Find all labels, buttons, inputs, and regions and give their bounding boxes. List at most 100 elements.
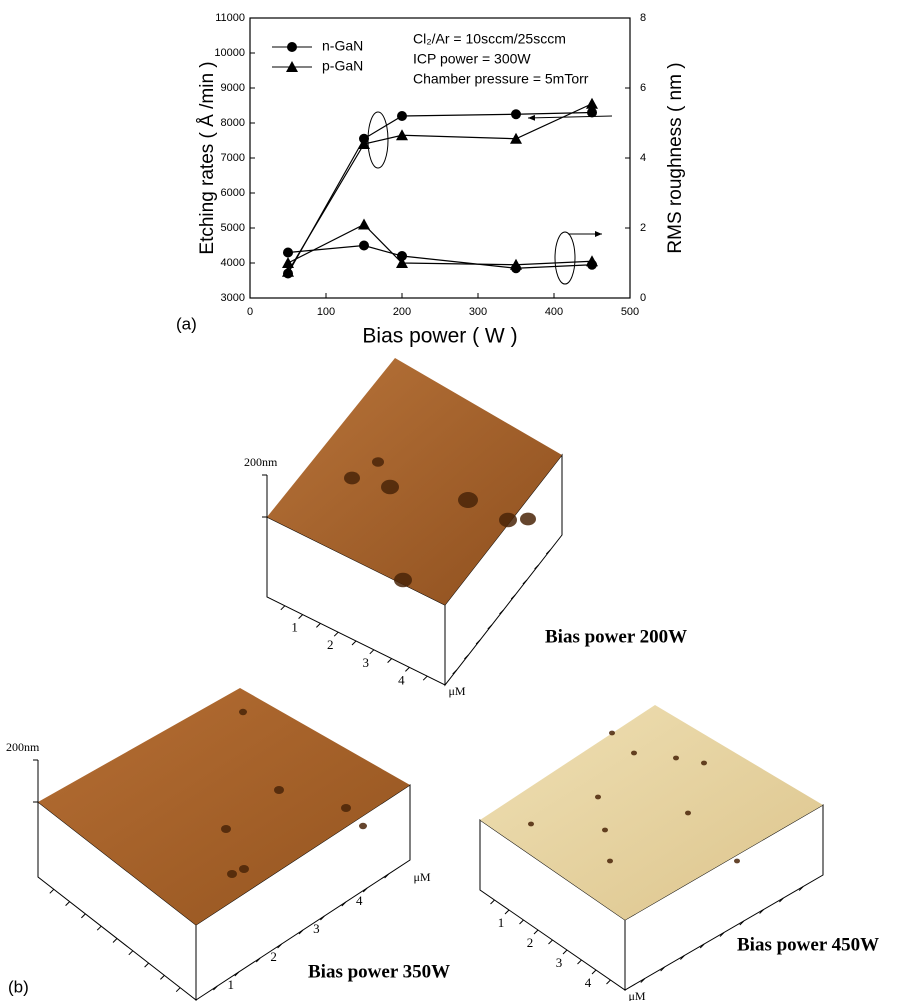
image-title: Bias power 350W [308, 961, 450, 982]
axis-tick-label: 4 [398, 672, 405, 687]
image-title: Bias power 450W [737, 934, 879, 955]
marker [396, 257, 408, 268]
axis-tick [545, 549, 551, 555]
series-line [287, 223, 593, 266]
axis-arrow [527, 114, 613, 121]
afm-pit [701, 760, 707, 766]
marker [510, 258, 522, 270]
y2-tick-label: 2 [640, 222, 646, 234]
afm-pit [607, 858, 613, 864]
x-tick-label: 500 [621, 306, 639, 318]
afm-pit [602, 827, 608, 833]
axis-tick [759, 909, 764, 914]
afm-pit [499, 512, 517, 528]
marker [283, 247, 293, 258]
axis-tick-label: 1 [498, 915, 505, 930]
axis-tick [533, 929, 539, 935]
axis-tick-label: 2 [327, 637, 334, 652]
afm-pit [609, 730, 615, 736]
axis-tick [779, 897, 784, 903]
axis-tick-label: 1 [228, 977, 235, 992]
axis-tick [213, 985, 218, 991]
axis-tick-label: 3 [313, 921, 320, 936]
axis-tick [320, 915, 325, 921]
y2-tick-label: 6 [640, 82, 646, 94]
y2-tick-label: 0 [640, 292, 646, 304]
afm-pit [372, 457, 384, 467]
axis-tick [316, 623, 321, 628]
axis-tick [487, 624, 493, 630]
marker [397, 111, 407, 121]
axis-tick [351, 640, 357, 646]
axis-tick [680, 955, 685, 960]
axis-tick [422, 675, 428, 681]
y-tick-label: 5000 [221, 222, 245, 234]
legend-label: p-GaN [322, 58, 363, 74]
axis-tick [255, 957, 261, 963]
axis-tick [577, 959, 582, 965]
axis-tick [49, 888, 55, 894]
axis-tick [298, 929, 304, 935]
y-tick-label: 4000 [221, 257, 245, 269]
axis-tick [591, 969, 597, 975]
panel-label: (b) [8, 977, 29, 996]
afm-pit [227, 870, 237, 878]
afm-surface [267, 358, 562, 605]
y-tick-label: 6000 [221, 187, 245, 199]
series-line [287, 103, 593, 273]
z-scale-label: 200nm [6, 740, 40, 754]
afm-pit [274, 786, 284, 794]
axis-tick [112, 938, 118, 943]
axis-unit: μM [413, 870, 430, 884]
axis-tick-label: 2 [270, 949, 277, 964]
marker [586, 97, 598, 109]
legend-label: n-GaN [322, 38, 363, 54]
y-tick-label: 10000 [214, 47, 245, 59]
axis-tick [510, 594, 516, 600]
axis-tick [384, 873, 389, 879]
axis-tick [660, 966, 665, 972]
y-tick-label: 11000 [215, 12, 245, 24]
axis-tick [504, 909, 510, 915]
axis-tick [81, 913, 86, 919]
marker [510, 132, 522, 144]
group-ellipse [554, 231, 576, 285]
axis-tick [606, 979, 611, 985]
marker [586, 255, 598, 267]
x-tick-label: 100 [317, 306, 335, 318]
axis-tick [452, 669, 458, 675]
axis-tick [280, 605, 286, 611]
afm-surface [480, 705, 823, 920]
x-tick-label: 300 [469, 306, 487, 318]
afm-pit [221, 825, 231, 833]
axis-tick [362, 887, 368, 893]
marker [282, 265, 294, 277]
y-axis-label: Etching rates ( Å /min ) [197, 61, 218, 254]
y2-tick-label: 8 [640, 12, 646, 24]
afm-pit [458, 492, 478, 508]
axis-tick [699, 943, 705, 949]
axis-tick [475, 639, 481, 645]
afm-pit [685, 810, 691, 816]
axis-tick [490, 899, 495, 905]
axis-tick [175, 987, 181, 993]
afm-pit [381, 479, 399, 495]
y2-axis-label: RMS roughness ( nm ) [665, 62, 686, 253]
y-tick-label: 9000 [221, 82, 245, 94]
legend-marker [287, 42, 297, 52]
marker [511, 109, 521, 120]
panel-label: (a) [176, 314, 197, 333]
axis-tick [548, 939, 553, 945]
axis-tick [65, 901, 70, 906]
z-scale-label: 200nm [244, 455, 278, 469]
y-tick-label: 3000 [221, 292, 245, 304]
y-tick-label: 7000 [221, 152, 245, 164]
axis-tick-label: 4 [585, 975, 592, 990]
series-line [287, 244, 593, 269]
y2-tick-label: 4 [640, 152, 646, 164]
annotation: Cl₂/Ar = 10sccm/25sccm [413, 31, 566, 47]
afm-pit [520, 512, 536, 526]
axis-tick-label: 3 [556, 955, 563, 970]
axis-unit: μM [628, 989, 645, 1001]
